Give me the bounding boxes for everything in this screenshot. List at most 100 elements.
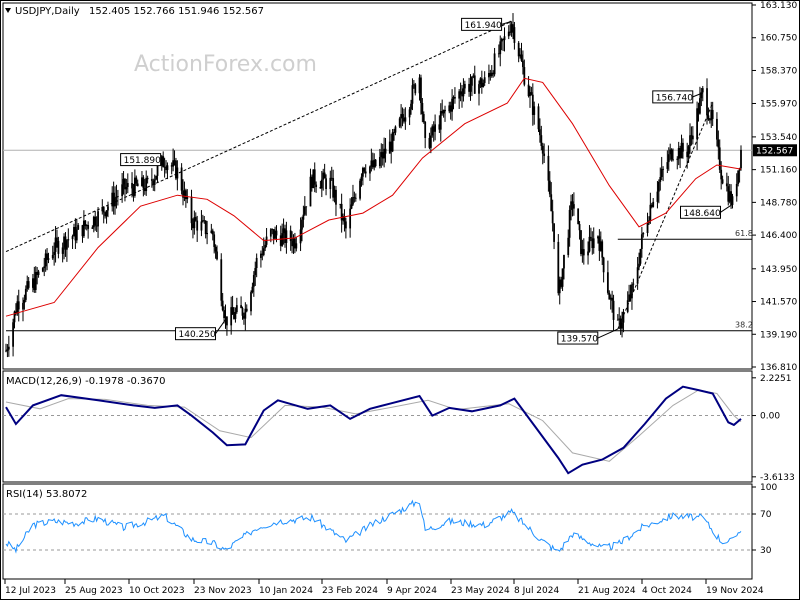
candle-body xyxy=(410,103,412,110)
candle xyxy=(686,142,689,169)
candle-body xyxy=(67,239,70,241)
candle xyxy=(360,173,363,187)
candle xyxy=(577,208,580,225)
candle-body xyxy=(213,234,216,247)
candle-body xyxy=(226,316,228,326)
candle xyxy=(369,165,371,181)
collapse-triangle-icon[interactable] xyxy=(5,8,11,13)
candle xyxy=(602,256,605,283)
candle-body xyxy=(691,135,694,140)
candle-body xyxy=(292,238,295,247)
candle-body xyxy=(696,108,698,140)
candle xyxy=(578,220,581,240)
candle-body xyxy=(611,297,614,301)
candle-body xyxy=(152,180,155,185)
candle xyxy=(384,137,387,163)
candle xyxy=(463,80,466,94)
annotation-leader xyxy=(215,319,226,334)
candle xyxy=(243,312,245,325)
candle-body xyxy=(458,91,461,99)
candle-body xyxy=(73,227,75,237)
candle xyxy=(448,101,451,114)
candle xyxy=(245,304,248,313)
candle-body xyxy=(190,196,193,224)
candle xyxy=(94,210,97,231)
candle-body xyxy=(17,301,20,310)
candle-body xyxy=(640,234,643,249)
rsi-axis: 100 70 30 xyxy=(752,483,777,556)
candle xyxy=(121,173,124,203)
candle-body xyxy=(649,204,652,221)
candle-body xyxy=(421,102,424,115)
annotation-box xyxy=(120,153,162,167)
candle xyxy=(107,201,109,218)
candle xyxy=(221,292,224,312)
candle-body xyxy=(332,178,335,198)
candle xyxy=(489,69,492,81)
candle xyxy=(480,70,483,94)
candle xyxy=(629,284,632,302)
candle-body xyxy=(388,141,391,154)
candle-body xyxy=(354,197,357,199)
candle xyxy=(452,95,455,110)
candle-body xyxy=(720,169,723,180)
candle-body xyxy=(381,152,384,159)
candle xyxy=(67,228,70,248)
candle-body xyxy=(489,72,492,77)
candle-body xyxy=(264,244,267,249)
candle xyxy=(310,174,313,192)
trendline xyxy=(5,20,512,253)
candle-body xyxy=(81,225,84,237)
candle-body xyxy=(400,114,403,119)
last-price-box xyxy=(753,144,797,157)
rsi-title: RSI(14) 53.8072 xyxy=(6,489,87,500)
candle-body xyxy=(451,98,453,112)
candle-body xyxy=(260,253,262,258)
candle xyxy=(667,147,670,171)
candle-body xyxy=(255,257,258,269)
candle-body xyxy=(478,84,480,94)
fib-level-label: 38.2 xyxy=(735,321,753,330)
candle xyxy=(6,344,9,358)
candle xyxy=(708,117,711,124)
macd-panel: MACD(12,26,9) -0.1978 -0.3670 2.2251 0.00… xyxy=(2,370,795,483)
candle xyxy=(51,245,54,260)
candle-body xyxy=(672,159,674,161)
candle xyxy=(519,48,521,59)
candle-body xyxy=(707,115,710,120)
candle xyxy=(449,101,452,120)
candle xyxy=(153,174,156,192)
candle xyxy=(737,170,740,187)
candle xyxy=(523,59,526,87)
candle-body xyxy=(394,126,397,133)
candle xyxy=(165,160,167,174)
candle-body xyxy=(551,211,554,224)
candle xyxy=(175,157,177,181)
candle xyxy=(211,228,214,241)
candle xyxy=(323,163,326,179)
candle-body xyxy=(601,241,604,258)
candle xyxy=(250,290,252,316)
candle xyxy=(408,106,411,126)
macd-panel-frame xyxy=(2,370,753,483)
candle-body xyxy=(711,109,714,119)
candle-body xyxy=(509,31,512,33)
candle xyxy=(264,239,267,252)
price-annotation: 139.570 xyxy=(557,328,618,345)
candle xyxy=(176,160,179,191)
candle xyxy=(234,307,237,323)
rsi-tick-label: 30 xyxy=(760,546,772,556)
fib-level-label: 61.8 xyxy=(735,229,753,238)
candle xyxy=(639,248,642,266)
candle xyxy=(670,148,673,162)
candle-body xyxy=(424,121,427,138)
candle-body xyxy=(560,279,563,287)
candle xyxy=(101,199,104,215)
candle xyxy=(102,206,105,224)
candle xyxy=(636,256,639,290)
candle-body xyxy=(312,169,315,188)
candle xyxy=(251,282,254,294)
candle-body xyxy=(5,350,7,352)
candle-body xyxy=(608,292,611,300)
candle xyxy=(731,193,734,209)
